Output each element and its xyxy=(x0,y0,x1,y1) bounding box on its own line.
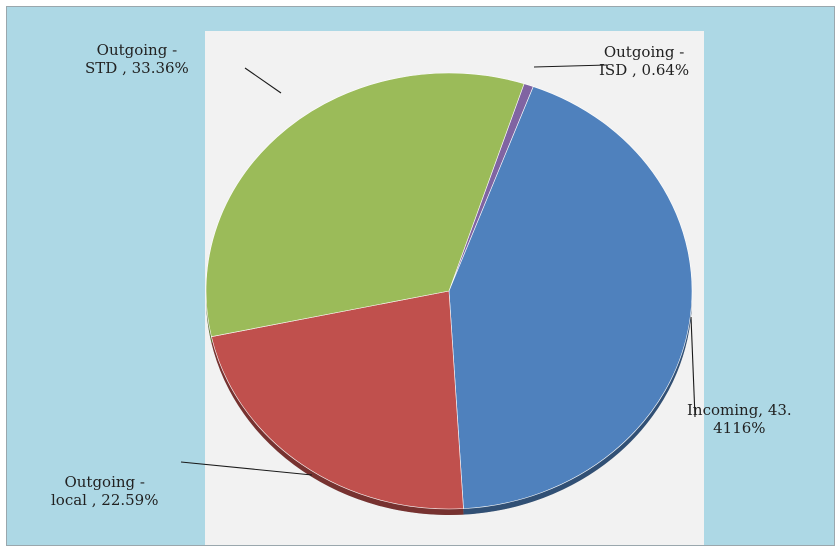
leader-lines xyxy=(180,64,696,476)
pie-slice-incoming xyxy=(448,86,693,509)
data-label-outgoing-std: Outgoing - STD , 33.36% xyxy=(85,41,189,77)
data-label-incoming-line1: Incoming, 43. xyxy=(687,401,792,419)
leader-line-outgoing-std xyxy=(244,67,282,94)
data-label-outgoing-local: Outgoing - local , 22.59% xyxy=(51,473,158,509)
data-label-outgoing-std-line2: STD , 33.36% xyxy=(85,59,189,77)
data-label-outgoing-std-line1: Outgoing - xyxy=(96,41,178,59)
pie-slices xyxy=(205,72,693,515)
data-label-incoming-line2: 4116% xyxy=(713,419,766,437)
data-label-outgoing-isd-line2: ISD , 0.64% xyxy=(599,61,690,79)
leader-line-incoming xyxy=(690,316,696,418)
data-label-outgoing-local-line2: local , 22.59% xyxy=(51,491,159,509)
data-label-incoming: Incoming, 43. 4116% xyxy=(687,401,792,437)
pie-slice-outgoing-std xyxy=(205,72,525,338)
leader-line-outgoing-isd xyxy=(533,64,608,68)
chart-frame: Outgoing - STD , 33.36% Outgoing - ISD ,… xyxy=(6,6,835,546)
pie-slice-outgoing-local xyxy=(211,290,464,510)
leader-line-outgoing-local xyxy=(180,461,313,476)
pie-chart xyxy=(180,64,696,515)
data-label-outgoing-local-line1: Outgoing - xyxy=(64,473,145,491)
data-label-outgoing-isd: Outgoing - ISD , 0.64% xyxy=(599,43,689,79)
data-label-outgoing-isd-line1: Outgoing - xyxy=(603,43,685,61)
